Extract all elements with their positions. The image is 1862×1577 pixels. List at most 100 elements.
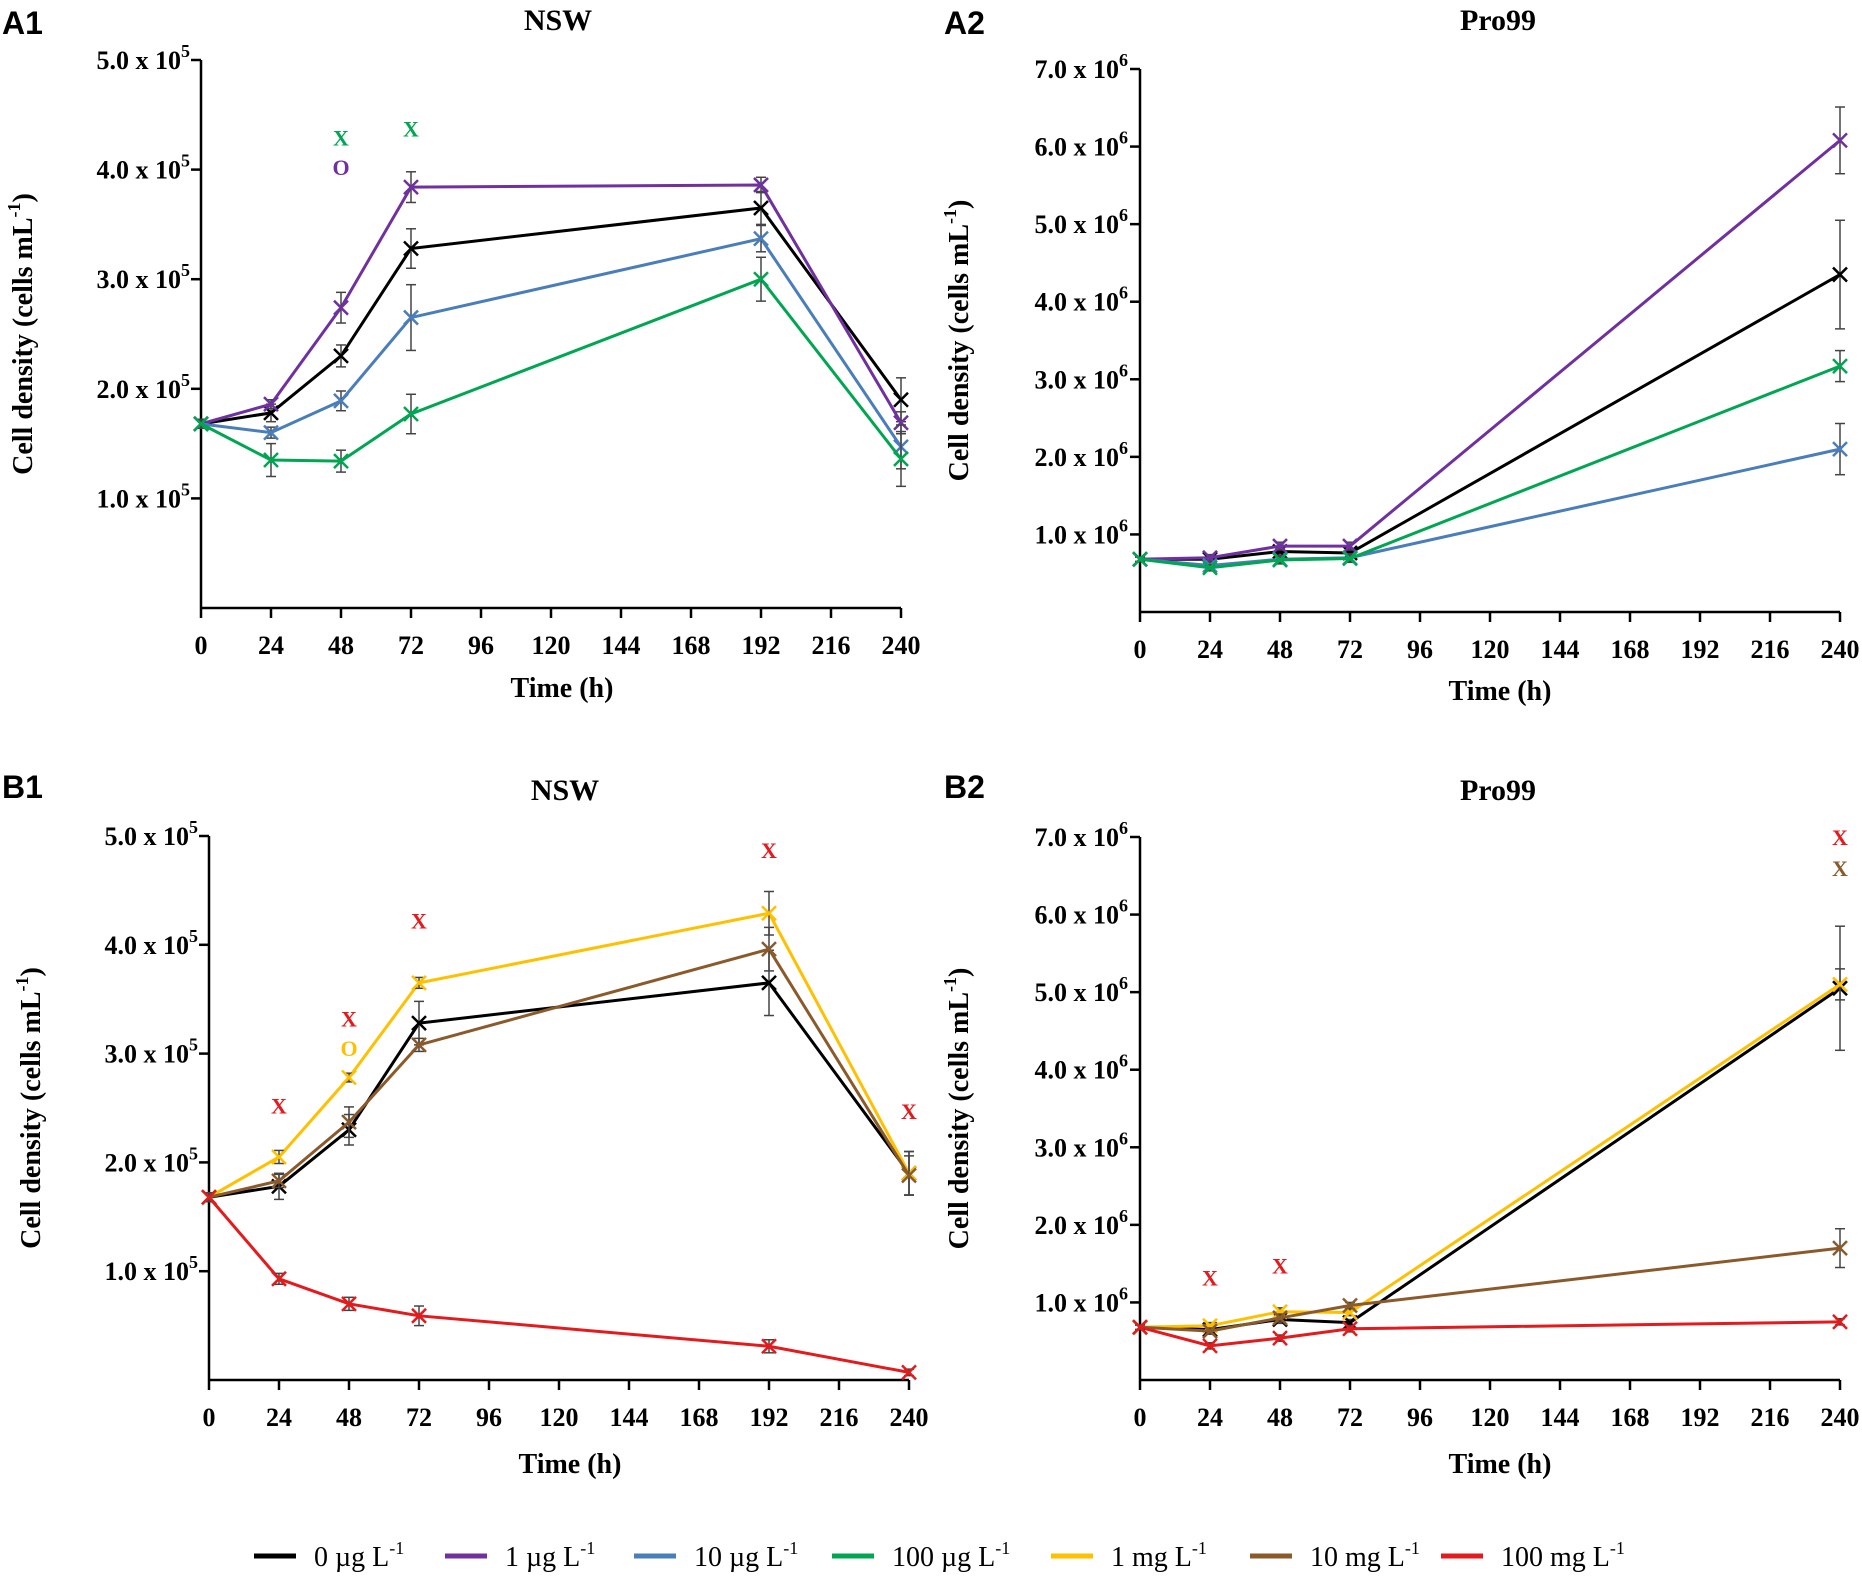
x-tick-label: 24 <box>258 631 284 660</box>
panel-label: A1 <box>2 5 43 41</box>
legend-label: 10 mg L-1 <box>1310 1538 1420 1573</box>
y-tick-label: 3.0 x 105 <box>97 260 191 294</box>
significance-marker: O <box>332 155 349 180</box>
data-point <box>193 415 209 432</box>
data-point <box>341 1069 357 1086</box>
x-tick-label: 216 <box>1751 635 1790 664</box>
data-point <box>333 348 349 364</box>
x-tick-label: 192 <box>1681 1403 1720 1432</box>
data-point <box>893 391 909 408</box>
data-point <box>403 240 419 257</box>
series-100-g-l-1 <box>193 256 909 488</box>
x-tick-label: 24 <box>266 1403 292 1432</box>
x-tick-label: 72 <box>1337 1403 1363 1432</box>
series-0-g-l-1 <box>1132 925 1848 1338</box>
data-point <box>1832 441 1848 457</box>
data-point <box>403 406 419 422</box>
x-tick-label: 240 <box>890 1403 929 1432</box>
data-point <box>1342 550 1358 567</box>
x-tick-label: 96 <box>468 631 494 660</box>
x-tick-label: 144 <box>602 631 641 660</box>
data-point <box>411 1307 427 1324</box>
data-point <box>1832 358 1848 374</box>
data-point <box>1832 132 1848 149</box>
series-line <box>1139 364 1841 570</box>
series-line <box>1139 983 1841 1329</box>
data-point <box>1832 1240 1848 1257</box>
legend-item: 1 mg L-1 <box>1051 1538 1207 1573</box>
significance-marker: X <box>1272 1254 1288 1279</box>
data-point <box>1832 266 1848 283</box>
y-tick-label: 3.0 x 105 <box>105 1035 199 1069</box>
data-point <box>761 905 777 922</box>
data-point <box>341 1295 357 1312</box>
data-point <box>1342 1297 1358 1314</box>
y-tick-label: 7.0 x 106 <box>1035 818 1129 852</box>
x-tick-label: 168 <box>1611 1403 1650 1432</box>
legend-item: 0 µg L-1 <box>254 1538 404 1573</box>
data-point <box>411 1015 427 1032</box>
x-tick-label: 0 <box>1134 635 1147 664</box>
x-tick-label: 72 <box>1337 635 1363 664</box>
x-tick-label: 144 <box>610 1403 649 1432</box>
series-10-mg-l-1 <box>1132 1227 1848 1340</box>
y-tick-label: 4.0 x 106 <box>1035 283 1129 317</box>
data-point <box>1272 538 1288 554</box>
legend-item: 10 µg L-1 <box>634 1538 798 1573</box>
data-point <box>1342 1320 1358 1337</box>
chart-title: Pro99 <box>1460 4 1536 37</box>
legend-item: 100 mg L-1 <box>1441 1538 1625 1573</box>
significance-marker: X <box>271 1093 287 1118</box>
panel-label: B2 <box>944 769 985 805</box>
legend-label: 10 µg L-1 <box>694 1538 798 1573</box>
series-1-mg-l-1 <box>1132 968 1848 1336</box>
x-tick-label: 96 <box>1407 1403 1433 1432</box>
y-tick-label: 1.0 x 105 <box>97 479 191 513</box>
x-tick-label: 24 <box>1197 635 1223 664</box>
data-point <box>1132 1319 1148 1336</box>
x-tick-label: 48 <box>328 631 354 660</box>
x-tick-label: 0 <box>195 631 208 660</box>
series-line <box>200 183 903 426</box>
x-tick-label: 120 <box>532 631 571 660</box>
series-0-g-l-1 <box>1132 219 1848 568</box>
data-point <box>761 974 777 991</box>
chart-title: NSW <box>531 774 599 807</box>
significance-marker: X <box>341 1006 357 1031</box>
data-point <box>403 179 419 196</box>
y-tick-label: 2.0 x 105 <box>105 1143 199 1177</box>
data-point <box>271 1270 287 1287</box>
data-point <box>761 941 777 958</box>
x-tick-label: 96 <box>1407 635 1433 664</box>
chart-panel-b2: B2 Pro99 0 24 48 72 96 120 144 168 192 216 240 1.0 x … <box>940 769 1860 1480</box>
y-tick-label: 2.0 x 106 <box>1035 1206 1129 1240</box>
x-tick-label: 120 <box>540 1403 579 1432</box>
legend-label: 1 mg L-1 <box>1111 1538 1207 1573</box>
x-axis-label: Time (h) <box>511 673 614 704</box>
data-point <box>761 1338 777 1355</box>
y-tick-label: 6.0 x 106 <box>1035 128 1129 162</box>
x-tick-label: 0 <box>203 1403 216 1432</box>
data-point <box>1132 551 1148 568</box>
data-point <box>901 1167 917 1184</box>
series-line <box>1139 139 1841 561</box>
data-point <box>893 451 909 467</box>
significance-marker: X <box>1202 1265 1218 1290</box>
series-1-g-l-1 <box>193 171 909 435</box>
data-point <box>1832 976 1848 993</box>
x-tick-label: 24 <box>1197 1403 1223 1432</box>
x-tick-label: 48 <box>336 1403 362 1432</box>
series-line <box>207 1196 910 1374</box>
significance-marker: X <box>761 838 777 863</box>
data-point <box>1272 1330 1288 1346</box>
legend-label: 100 mg L-1 <box>1501 1538 1625 1573</box>
y-tick-label: 4.0 x 105 <box>105 926 199 960</box>
legend-item: 10 mg L-1 <box>1250 1538 1420 1573</box>
x-tick-label: 120 <box>1471 635 1510 664</box>
data-point <box>1342 538 1358 554</box>
y-axis-label: Cell density (cells mL-1) <box>940 200 975 482</box>
data-point <box>201 1189 217 1206</box>
x-tick-label: 216 <box>1751 1403 1790 1432</box>
data-point <box>753 177 769 193</box>
